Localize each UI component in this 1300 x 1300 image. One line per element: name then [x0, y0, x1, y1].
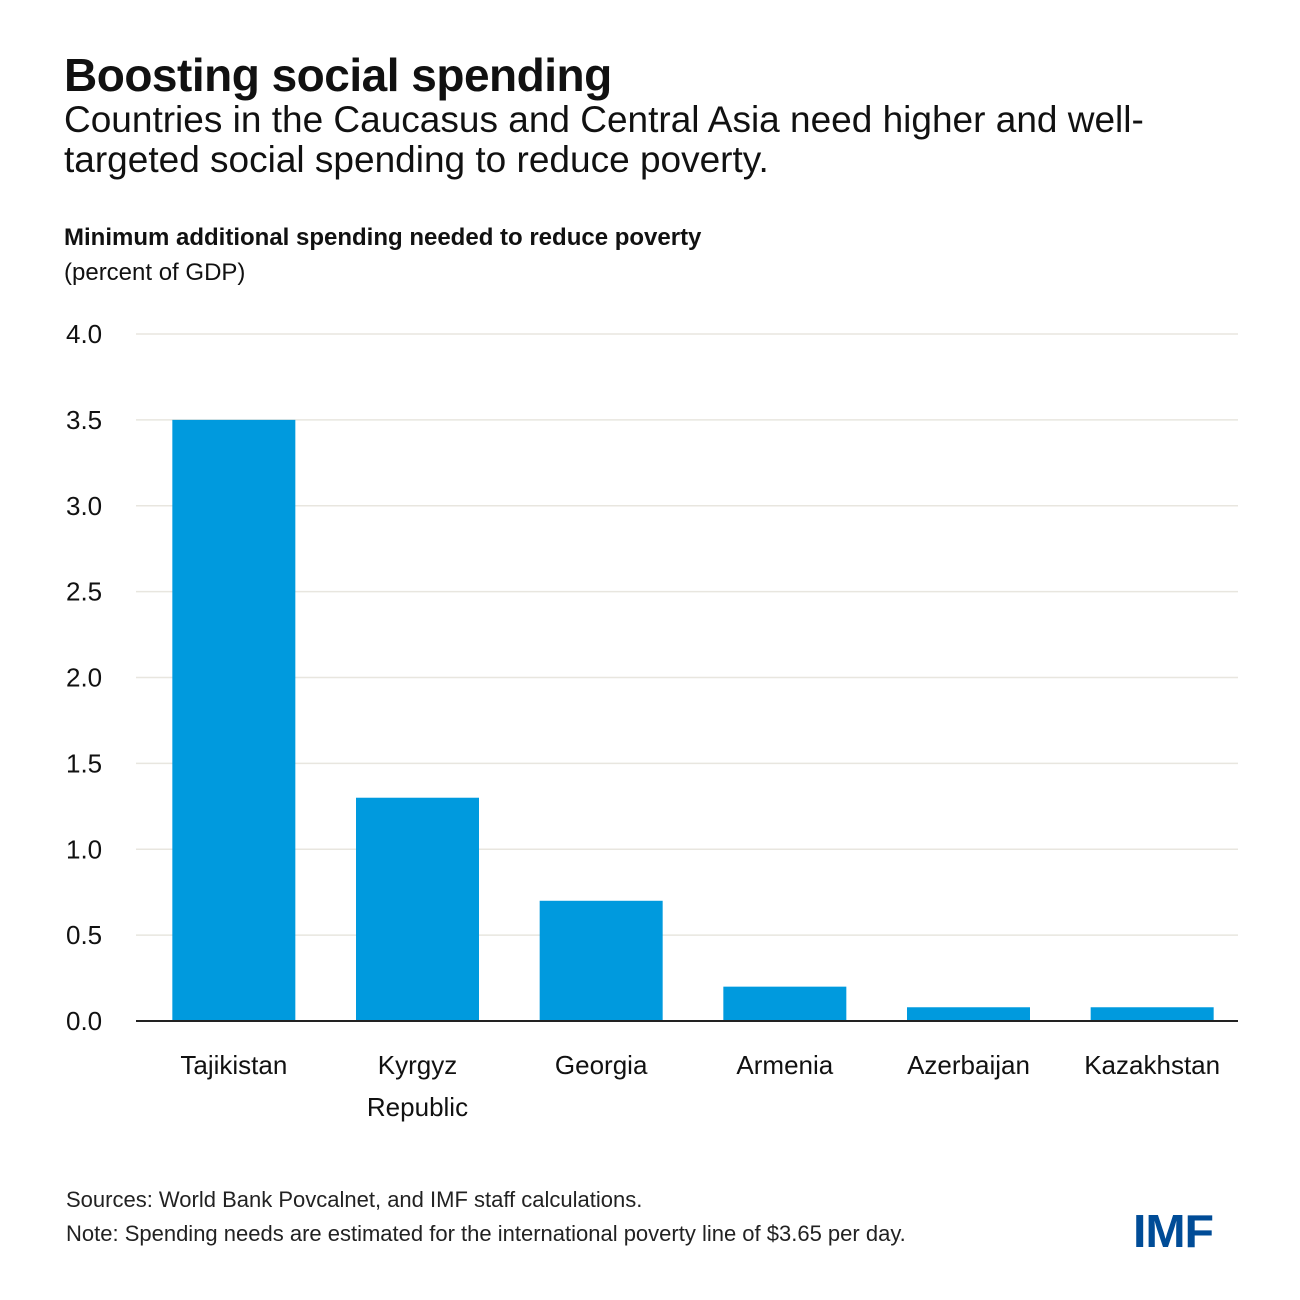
chart-title: Minimum additional spending needed to re… [64, 224, 702, 251]
y-axis-ticks: 0.0 0.5 1.0 1.5 2.0 2.5 3.0 3.5 4.0 [66, 319, 102, 1036]
x-tick-label: Georgia [555, 1050, 648, 1080]
y-tick-label: 1.5 [66, 748, 102, 778]
y-tick-label: 3.0 [66, 491, 102, 521]
x-tick-label: Azerbaijan [907, 1050, 1030, 1080]
bar-kazakhstan [1090, 1007, 1214, 1021]
x-tick-label: Tajikistan [180, 1050, 287, 1080]
y-tick-label: 0.0 [66, 1006, 102, 1036]
bar-tajikistan [172, 419, 296, 1021]
footnote: Note: Spending needs are estimated for t… [66, 1221, 906, 1246]
y-tick-label: 1.0 [66, 834, 102, 864]
bar-armenia [723, 986, 847, 1021]
bar-azerbaijan [907, 1007, 1030, 1021]
x-axis-labels: Tajikistan Kyrgyz Republic Georgia Armenia Az… [180, 1050, 1220, 1122]
bar-georgia [539, 900, 663, 1021]
bar-kyrgyz-republic [356, 797, 479, 1021]
x-tick-label: Kyrgyz [378, 1050, 457, 1080]
y-tick-label: 4.0 [66, 319, 102, 349]
y-tick-label: 0.5 [66, 920, 102, 950]
page-title: Boosting social spending [64, 49, 612, 101]
x-tick-label: Armenia [736, 1050, 833, 1080]
x-tick-label: Republic [367, 1092, 468, 1122]
y-tick-label: 3.5 [66, 405, 102, 435]
y-tick-label: 2.0 [66, 663, 102, 693]
gridlines [136, 333, 1238, 936]
page-subtitle: Countries in the Caucasus and Central As… [64, 99, 1144, 180]
x-tick-label: Kazakhstan [1084, 1050, 1220, 1080]
chart-unit-label: (percent of GDP) [64, 259, 246, 286]
imf-logo: IMF [1133, 1205, 1214, 1257]
bars [172, 419, 1214, 1021]
sources-note: Sources: World Bank Povcalnet, and IMF s… [66, 1187, 643, 1212]
y-tick-label: 2.5 [66, 577, 102, 607]
